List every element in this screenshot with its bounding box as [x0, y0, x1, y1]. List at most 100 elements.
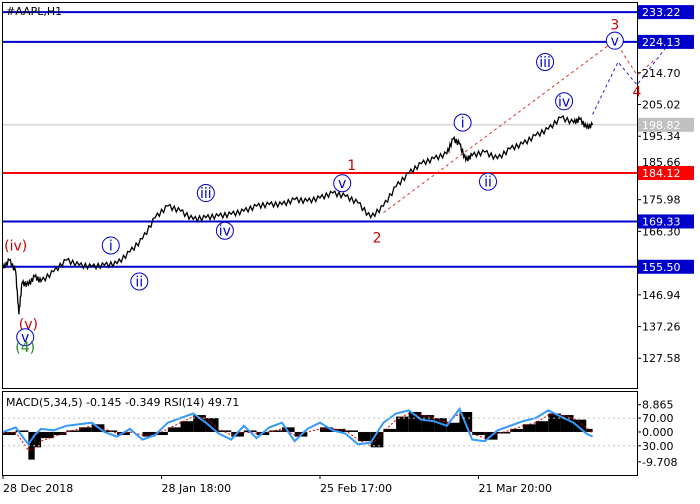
indicator-tick-label: 30.00: [642, 440, 674, 453]
level-label: 233.22: [642, 6, 681, 19]
time-tick-label: 25 Feb 17:00: [320, 482, 392, 495]
level-lines: [3, 11, 637, 268]
wave-label-circle: [101, 236, 120, 255]
wave-label: (4): [15, 340, 35, 356]
macd-bar: [332, 428, 346, 432]
price-tick-label: 214.70: [642, 67, 681, 80]
chart-title: #AAPL,H1: [6, 5, 62, 18]
macd-bar: [66, 430, 80, 432]
price-axis: 233.22 214.70 205.02 195.34 175.98 166.30 146.…: [637, 5, 694, 365]
macd-bar: [497, 431, 511, 434]
level-label-box: [638, 259, 694, 274]
macd-bar: [167, 427, 181, 432]
price-tick-label: 137.26: [642, 321, 681, 334]
price-panel-frame: [2, 2, 638, 389]
forecast-blue-path: [592, 35, 676, 115]
time-tick-label: 28 Jan 18:00: [162, 482, 232, 495]
price-tick-label: 175.98: [642, 194, 681, 207]
macd-bar: [345, 430, 359, 432]
price-tick-label-hidden: 185.66: [642, 156, 681, 169]
level-label: 169.33: [642, 215, 681, 228]
macd-bar: [396, 416, 409, 432]
price-line: [2, 114, 594, 315]
wave-label: 4: [633, 84, 642, 100]
wave-label: ii: [484, 175, 492, 191]
current-price-label-box: [638, 117, 694, 132]
wave-label: v: [21, 330, 29, 346]
time-tick-label: 28 Dec 2018: [3, 482, 73, 495]
wave-label: iv: [558, 94, 570, 110]
macd-bar: [34, 431, 42, 448]
wave-label: (iv): [4, 238, 27, 254]
macd-bar: [358, 431, 371, 442]
wave-label: iv: [219, 224, 231, 240]
macd-bar: [142, 431, 156, 437]
forecast-paths: [383, 35, 676, 214]
wave-label: ii: [135, 275, 143, 291]
level-label-box: [638, 5, 694, 20]
wave-label-circle: [555, 92, 574, 111]
price-tick-label: 146.94: [642, 289, 681, 302]
wave-label-circle: [605, 31, 624, 50]
macd-bar: [231, 431, 244, 437]
macd-bar: [218, 430, 232, 432]
wave-label-circle: [215, 221, 234, 240]
macd-bar: [510, 428, 523, 432]
macd-bar: [269, 430, 282, 432]
macd-bar: [446, 422, 460, 432]
price-tick-label: 166.30: [642, 225, 681, 238]
macd-bar: [41, 431, 54, 439]
macd-bar: [3, 431, 16, 436]
macd-bar: [472, 431, 485, 436]
time-tick-label: 21 Mar 20:00: [479, 482, 552, 495]
level-label: 184.12: [642, 167, 681, 180]
macd-bar: [15, 430, 29, 432]
macd-bar: [535, 421, 549, 432]
indicator-tick-label: 70.00: [642, 412, 674, 425]
wave-label-circle: [536, 52, 555, 71]
macd-bar: [281, 427, 295, 432]
wave-label: iii: [200, 186, 212, 202]
macd-bar: [560, 415, 574, 432]
macd-bar: [180, 421, 194, 432]
level-label-box: [638, 34, 694, 49]
rsi-line: [2, 406, 594, 447]
indicator-tick-label: -9.708: [642, 456, 677, 469]
price-tick-label: 127.58: [642, 352, 681, 365]
macd-bar: [28, 431, 35, 460]
macd-bar: [155, 431, 168, 436]
wave-label-circle: [333, 174, 352, 193]
wave-label: v: [338, 176, 346, 192]
macd-bar: [383, 428, 397, 432]
wave-label-circle: [479, 172, 498, 191]
macd-bar: [522, 424, 536, 432]
level-label-box: [638, 214, 694, 229]
price-series: [2, 114, 594, 315]
macd-bar: [53, 431, 67, 436]
macd-bar: [548, 413, 561, 432]
wave-label: i: [461, 116, 465, 132]
wave-label: i: [109, 238, 113, 254]
time-axis: 28 Dec 2018 28 Jan 18:00 25 Feb 17:00 21 Ma…: [2, 475, 552, 495]
wave-label: 1: [347, 158, 356, 174]
macd-bar: [320, 427, 333, 432]
current-price-label: 198.82: [642, 119, 681, 132]
level-label: 224.13: [642, 36, 681, 49]
wave-label: 2: [373, 230, 382, 246]
indicator-tick-label: 0.000: [642, 426, 674, 439]
wave-label-circle: [453, 113, 472, 132]
indicator-label: MACD(5,34,5) -0.145 -0.349 RSI(14) 49.71: [6, 396, 239, 409]
macd-signal-line: [2, 412, 593, 451]
wave-label-circle: [130, 272, 149, 291]
macd-bar: [573, 419, 587, 432]
price-tick-label: 205.02: [642, 99, 681, 112]
price-tick-label: 195.34: [642, 130, 681, 143]
indicator-tick-label: 8.865: [642, 399, 674, 412]
wave-label: 3: [610, 17, 619, 33]
wave-label-circle: [16, 328, 35, 347]
wave-label: v: [611, 34, 619, 50]
